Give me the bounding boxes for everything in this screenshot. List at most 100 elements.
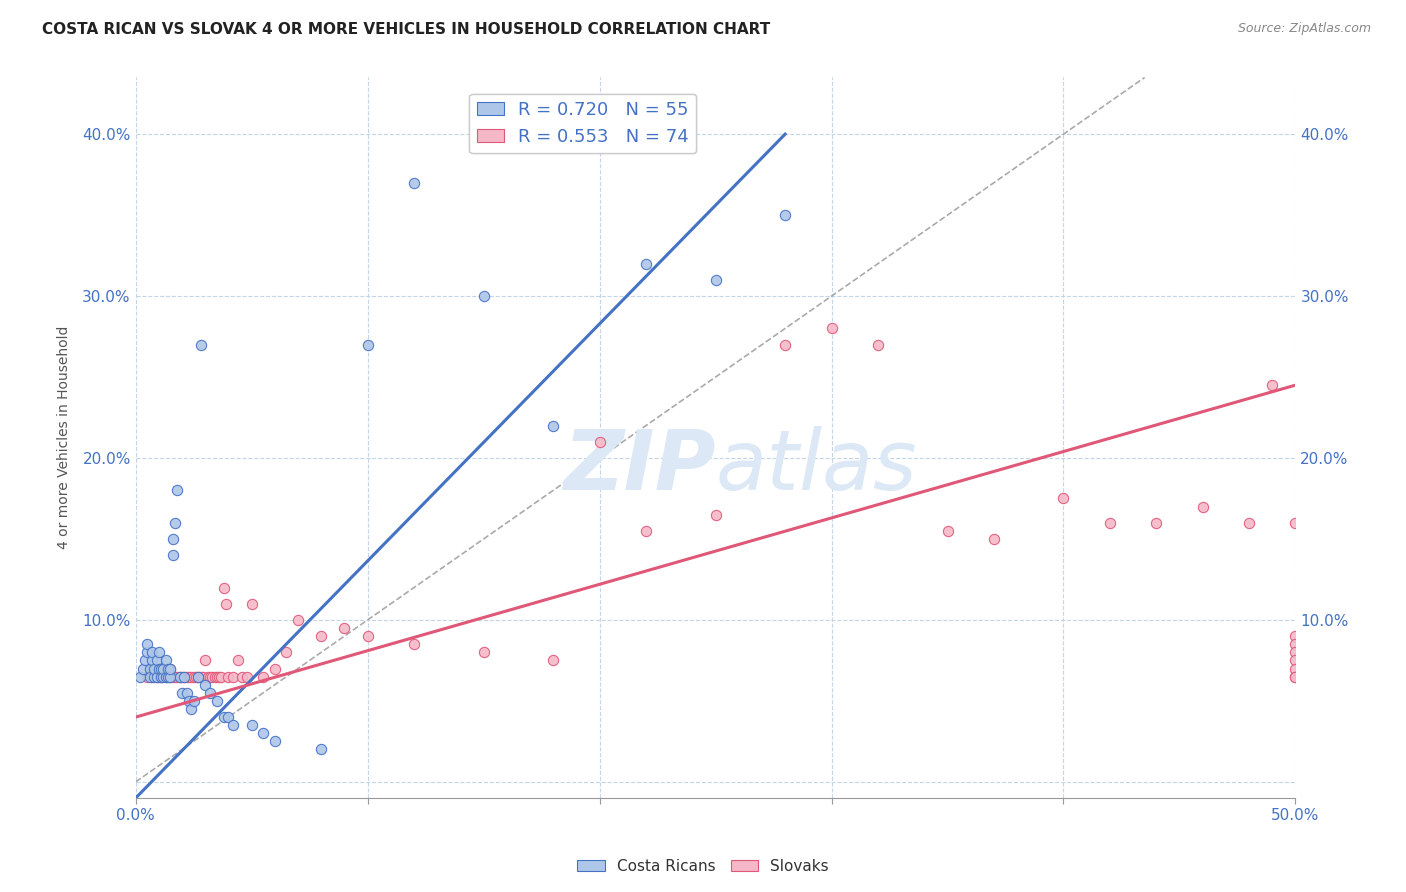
Point (183, 694, 205, 708)
Point (129, 670, 152, 684)
Point (138, 670, 160, 684)
Point (180, 702, 202, 716)
Point (138, 661, 160, 675)
Point (170, 686, 193, 700)
Point (1191, 500, 1213, 514)
Point (773, 337, 796, 351)
Point (983, 532, 1005, 546)
Point (190, 670, 212, 684)
Point (198, 670, 221, 684)
Point (159, 661, 181, 675)
Point (148, 661, 170, 675)
Point (276, 645, 298, 659)
Point (165, 670, 187, 684)
Point (588, 434, 610, 449)
Point (212, 581, 235, 595)
Point (333, 621, 356, 635)
Point (157, 661, 180, 675)
Point (183, 670, 205, 684)
Point (159, 670, 181, 684)
Point (148, 645, 170, 659)
Point (866, 337, 889, 351)
Point (152, 661, 174, 675)
Point (222, 718, 245, 732)
Point (231, 670, 253, 684)
Point (150, 670, 173, 684)
Point (159, 670, 181, 684)
Point (1284, 670, 1306, 684)
Point (173, 670, 195, 684)
Point (1261, 378, 1284, 392)
Point (212, 710, 235, 724)
Text: atlas: atlas (716, 426, 917, 507)
Point (187, 670, 209, 684)
Point (157, 661, 180, 675)
Point (634, 524, 657, 538)
Point (222, 670, 245, 684)
Point (190, 337, 212, 351)
Point (1237, 516, 1260, 530)
Point (165, 516, 187, 530)
Point (134, 653, 156, 667)
Point (309, 629, 332, 643)
Point (217, 670, 239, 684)
Point (211, 670, 233, 684)
Point (217, 710, 239, 724)
Point (145, 670, 167, 684)
Point (152, 670, 174, 684)
Point (145, 653, 167, 667)
Point (252, 670, 274, 684)
Point (541, 418, 564, 433)
Point (177, 670, 200, 684)
Point (143, 661, 166, 675)
Point (162, 532, 184, 546)
Point (138, 661, 160, 675)
Point (820, 321, 842, 335)
Point (150, 670, 173, 684)
Point (159, 661, 181, 675)
Point (1284, 516, 1306, 530)
Point (198, 686, 221, 700)
Point (1284, 670, 1306, 684)
Point (1284, 661, 1306, 675)
Point (173, 670, 195, 684)
Point (704, 273, 727, 287)
Point (1144, 516, 1167, 530)
Point (194, 678, 217, 692)
Point (263, 734, 285, 748)
Point (205, 694, 228, 708)
Point (205, 670, 228, 684)
Point (356, 629, 378, 643)
Point (402, 637, 425, 651)
Point (402, 176, 425, 190)
Point (136, 670, 159, 684)
Text: COSTA RICAN VS SLOVAK 4 OR MORE VEHICLES IN HOUSEHOLD CORRELATION CHART: COSTA RICAN VS SLOVAK 4 OR MORE VEHICLES… (42, 22, 770, 37)
Point (704, 508, 727, 522)
Point (136, 637, 159, 651)
Text: ZIP: ZIP (562, 426, 716, 507)
Point (162, 548, 184, 562)
Point (143, 661, 166, 675)
Point (1284, 645, 1306, 659)
Point (136, 645, 159, 659)
Point (1098, 516, 1121, 530)
Point (472, 289, 495, 303)
Point (148, 670, 170, 684)
Point (145, 670, 167, 684)
Y-axis label: 4 or more Vehicles in Household: 4 or more Vehicles in Household (58, 326, 72, 549)
Point (472, 645, 495, 659)
Legend: R = 0.720   N = 55, R = 0.553   N = 74: R = 0.720 N = 55, R = 0.553 N = 74 (470, 94, 696, 153)
Point (634, 257, 657, 271)
Point (152, 661, 174, 675)
Point (236, 670, 259, 684)
Point (155, 670, 177, 684)
Point (150, 661, 173, 675)
Point (1284, 629, 1306, 643)
Point (166, 483, 188, 498)
Point (143, 670, 166, 684)
Point (197, 670, 219, 684)
Point (263, 661, 285, 675)
Point (184, 670, 207, 684)
Point (309, 742, 332, 756)
Text: Source: ZipAtlas.com: Source: ZipAtlas.com (1237, 22, 1371, 36)
